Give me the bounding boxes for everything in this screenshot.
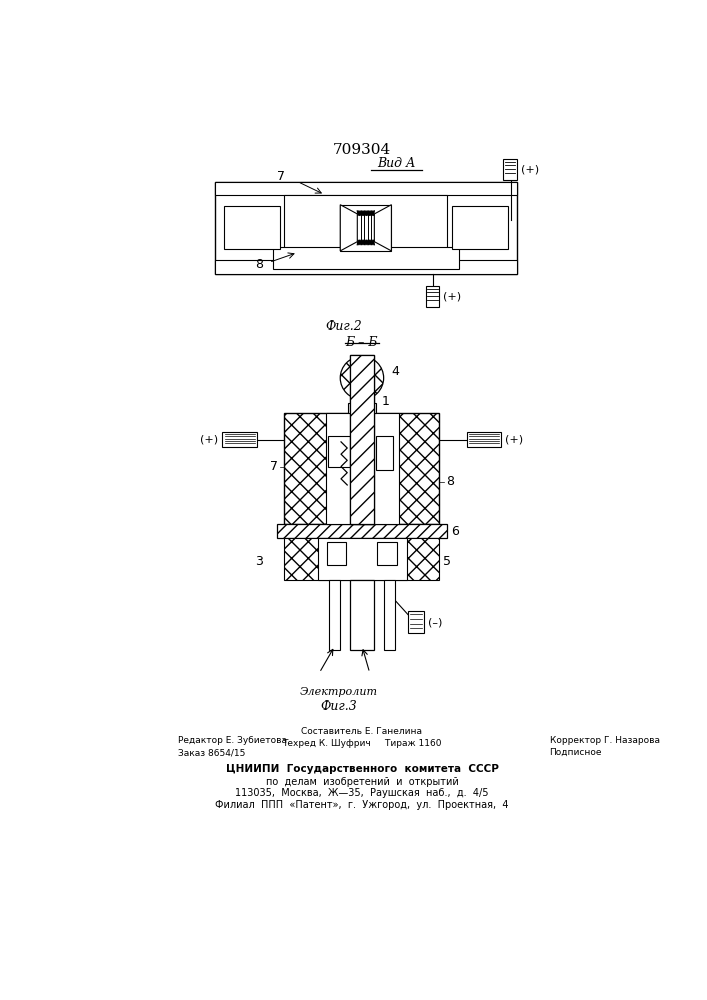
Text: ЦНИИПИ  Государственного  комитета  СССР: ЦНИИПИ Государственного комитета СССР [226,764,498,774]
Bar [284,195,448,260]
Bar [327,542,346,565]
Text: Корректор Г. Назарова: Корректор Г. Назарова [549,736,660,745]
Bar [351,355,373,524]
Bar [426,286,440,307]
Bar [317,538,407,580]
Bar [284,413,440,524]
Bar [215,182,517,274]
Text: Б – Б: Б – Б [346,336,378,349]
Text: 7: 7 [270,460,279,473]
Bar [409,611,424,633]
Text: Подписное: Подписное [549,748,602,757]
Text: (+): (+) [506,435,523,445]
Text: (+): (+) [201,435,218,445]
Text: (+): (+) [521,164,539,174]
Text: Электролит: Электролит [300,687,378,697]
Polygon shape [340,205,357,251]
Text: (+): (+) [443,291,462,301]
Polygon shape [374,205,392,251]
Bar [378,542,397,565]
Bar [467,432,501,447]
Text: Заказ 8654/15: Заказ 8654/15 [177,748,245,757]
Text: 709304: 709304 [333,143,391,157]
Bar [503,158,517,180]
Text: по  делам  изобретений  и  открытий: по делам изобретений и открытий [266,777,458,787]
Bar [340,205,392,251]
Ellipse shape [340,356,384,400]
Bar [328,436,349,466]
Text: 1: 1 [381,395,389,408]
Bar [348,403,376,413]
Text: 3: 3 [255,555,263,568]
Text: Вид А: Вид А [378,157,416,170]
Bar [273,247,459,269]
Bar [224,206,280,249]
Text: 6: 6 [451,525,459,538]
Text: 8: 8 [255,258,263,271]
Text: (–): (–) [428,617,442,627]
Bar [325,413,399,524]
Text: Фиг.3: Фиг.3 [320,700,357,713]
Bar [215,182,517,195]
Bar [376,436,393,470]
Text: 7: 7 [276,170,285,183]
Text: Техред К. Шуфрич     Тираж 1160: Техред К. Шуфрич Тираж 1160 [282,739,442,748]
Bar [351,580,373,650]
Text: 113035,  Москва,  Ж—35,  Раушская  наб.,  д.  4/5: 113035, Москва, Ж—35, Раушская наб., д. … [235,788,489,798]
Text: 5: 5 [443,555,451,568]
Bar [329,580,340,650]
Bar [276,524,448,538]
Text: 8: 8 [445,475,454,488]
Text: Составитель Е. Ганелина: Составитель Е. Ганелина [301,727,423,736]
Text: Фиг.2: Фиг.2 [326,320,363,333]
Text: Филиал  ППП  «Патент»,  г.  Ужгород,  ул.  Проектная,  4: Филиал ППП «Патент», г. Ужгород, ул. Про… [215,800,509,810]
Bar [284,538,440,580]
Text: Редактор Е. Зубиетова: Редактор Е. Зубиетова [177,736,286,745]
Bar [452,206,508,249]
Bar [215,260,517,274]
Bar [384,580,395,650]
Bar [223,432,257,447]
Bar [351,355,373,524]
Text: 4: 4 [392,365,399,378]
